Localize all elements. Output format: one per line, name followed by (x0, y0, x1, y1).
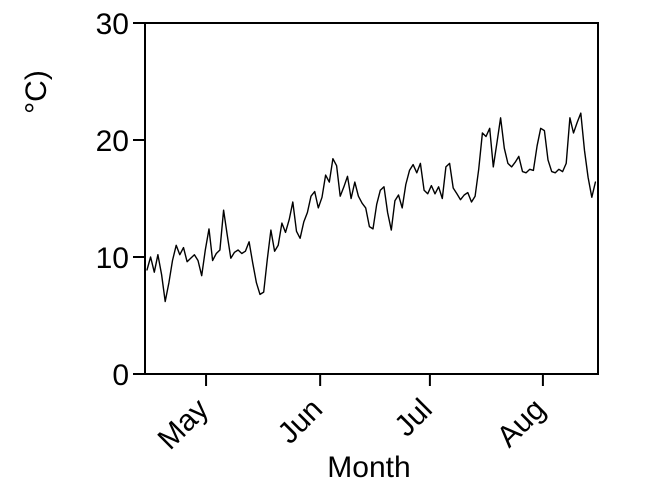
x-tick-label: Jul (388, 393, 438, 443)
y-tick-label: 0 (112, 359, 129, 392)
y-tick-label: 30 (96, 8, 129, 41)
x-tick-label: May (152, 393, 215, 456)
y-tick-label: 10 (96, 242, 129, 275)
y-axis-title: °C) (20, 70, 53, 114)
x-axis: May Jun Jul Aug (152, 374, 552, 456)
x-tick-label: Aug (491, 393, 552, 454)
y-axis: 0 10 20 30 (96, 8, 145, 392)
temperature-line (146, 112, 597, 303)
y-tick-label: 20 (96, 125, 129, 158)
x-tick-label: Jun (272, 393, 330, 451)
x-axis-title: Month (327, 451, 410, 484)
plot-frame (144, 22, 599, 375)
